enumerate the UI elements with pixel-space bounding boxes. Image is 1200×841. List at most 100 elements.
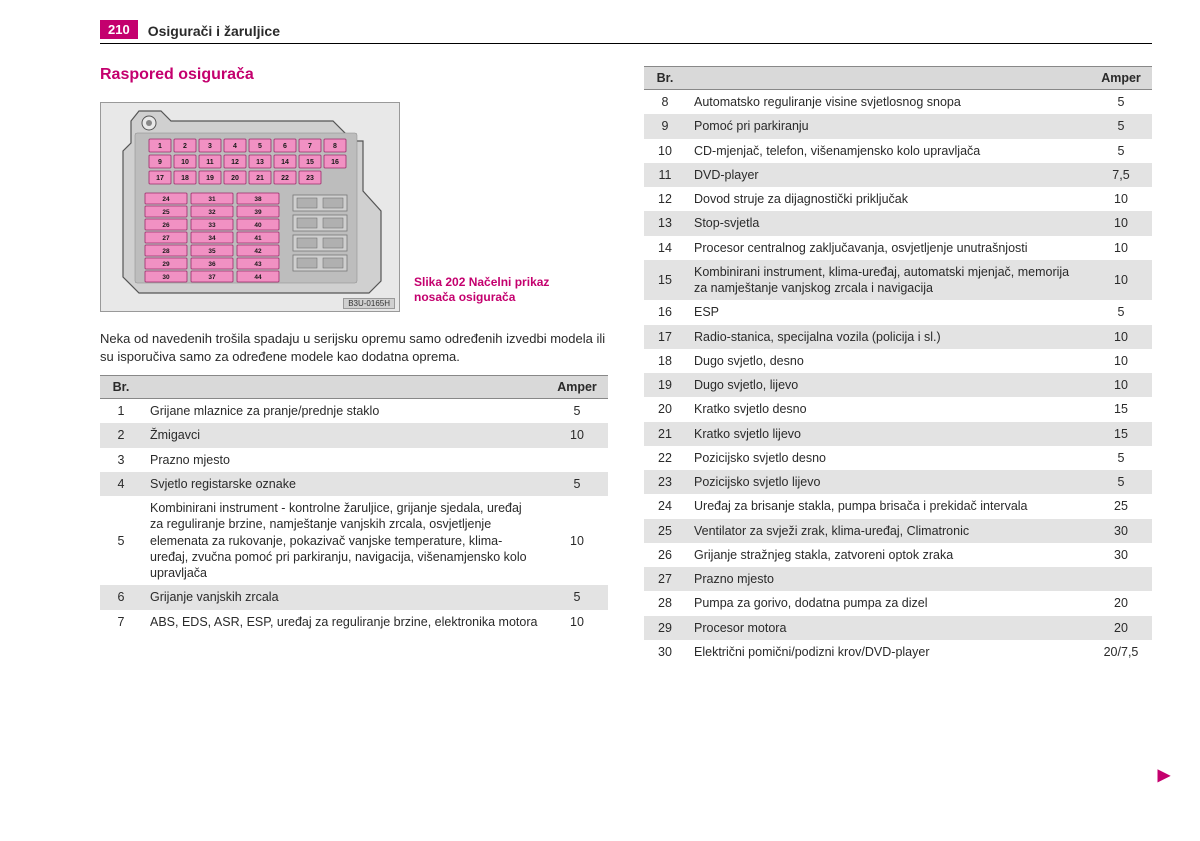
page-header: 210 Osigurači i žaruljice — [100, 20, 1152, 44]
table-row: 17Radio-stanica, specijalna vozila (poli… — [644, 325, 1152, 349]
svg-text:41: 41 — [254, 235, 262, 242]
cell-amp: 10 — [1090, 325, 1152, 349]
cell-amp: 10 — [1090, 349, 1152, 373]
cell-br: 10 — [644, 139, 686, 163]
cell-desc: Električni pomični/podizni krov/DVD-play… — [686, 640, 1090, 664]
cell-amp: 20 — [1090, 591, 1152, 615]
svg-text:32: 32 — [208, 209, 216, 216]
svg-text:38: 38 — [254, 196, 262, 203]
cell-desc: Grijane mlaznice za pranje/prednje stakl… — [142, 399, 546, 424]
table-row: 26Grijanje stražnjeg stakla, zatvoreni o… — [644, 543, 1152, 567]
table-row: 30Električni pomični/podizni krov/DVD-pl… — [644, 640, 1152, 664]
svg-text:4: 4 — [233, 143, 237, 150]
svg-text:33: 33 — [208, 222, 216, 229]
svg-text:39: 39 — [254, 209, 262, 216]
table-row: 19Dugo svjetlo, lijevo10 — [644, 373, 1152, 397]
fuse-table-left: Br. Amper 1Grijane mlaznice za pranje/pr… — [100, 375, 608, 634]
cell-amp: 15 — [1090, 422, 1152, 446]
svg-text:28: 28 — [162, 248, 170, 255]
cell-desc: ESP — [686, 300, 1090, 324]
svg-text:3: 3 — [208, 143, 212, 150]
cell-br: 7 — [100, 610, 142, 634]
cell-amp: 10 — [546, 496, 608, 585]
cell-desc: Procesor motora — [686, 616, 1090, 640]
cell-amp: 10 — [1090, 187, 1152, 211]
table-row: 27Prazno mjesto — [644, 567, 1152, 591]
table-row: 1Grijane mlaznice za pranje/prednje stak… — [100, 399, 608, 424]
cell-desc: Kombinirani instrument - kontrolne žarul… — [142, 496, 546, 585]
svg-text:27: 27 — [162, 235, 170, 242]
header-desc — [142, 376, 546, 399]
svg-text:43: 43 — [254, 261, 262, 268]
svg-text:31: 31 — [208, 196, 216, 203]
table-row: 24Uređaj za brisanje stakla, pumpa brisa… — [644, 494, 1152, 518]
cell-amp: 15 — [1090, 397, 1152, 421]
caption-line: Slika 202 Načelni prikaz — [414, 275, 549, 289]
svg-text:8: 8 — [333, 143, 337, 150]
cell-desc: Pozicijsko svjetlo desno — [686, 446, 1090, 470]
table-row: 3Prazno mjesto — [100, 448, 608, 472]
table-row: 29Procesor motora20 — [644, 616, 1152, 640]
table-row: 11DVD-player7,5 — [644, 163, 1152, 187]
fuse-box-diagram: 1234567891011121314151617181920212223243… — [100, 102, 400, 312]
cell-amp: 10 — [1090, 373, 1152, 397]
cell-br: 22 — [644, 446, 686, 470]
svg-text:44: 44 — [254, 274, 262, 281]
fuse-table-right: Br. Amper 8Automatsko reguliranje visine… — [644, 66, 1152, 664]
cell-desc: Pozicijsko svjetlo lijevo — [686, 470, 1090, 494]
svg-text:15: 15 — [306, 159, 314, 166]
cell-desc: DVD-player — [686, 163, 1090, 187]
table-row: 2Žmigavci10 — [100, 423, 608, 447]
svg-text:18: 18 — [181, 175, 189, 182]
cell-amp: 30 — [1090, 519, 1152, 543]
cell-amp: 5 — [1090, 139, 1152, 163]
cell-amp: 5 — [546, 399, 608, 424]
two-column-layout: Raspored osigurača 123456789101112131415… — [50, 66, 1152, 664]
right-column: Br. Amper 8Automatsko reguliranje visine… — [644, 66, 1152, 664]
table-row: 10CD-mjenjač, telefon, višenamjensko kol… — [644, 139, 1152, 163]
header-br: Br. — [644, 67, 686, 90]
svg-text:42: 42 — [254, 248, 262, 255]
svg-text:22: 22 — [281, 175, 289, 182]
cell-br: 3 — [100, 448, 142, 472]
cell-br: 5 — [100, 496, 142, 585]
cell-amp: 10 — [546, 610, 608, 634]
cell-br: 11 — [644, 163, 686, 187]
figure-code: B3U-0165H — [343, 298, 395, 309]
svg-text:2: 2 — [183, 143, 187, 150]
svg-text:35: 35 — [208, 248, 216, 255]
svg-text:14: 14 — [281, 159, 289, 166]
cell-br: 19 — [644, 373, 686, 397]
cell-br: 6 — [100, 585, 142, 609]
cell-desc: Žmigavci — [142, 423, 546, 447]
cell-amp: 5 — [1090, 90, 1152, 115]
cell-br: 24 — [644, 494, 686, 518]
svg-text:10: 10 — [181, 159, 189, 166]
table-row: 8Automatsko reguliranje visine svjetlosn… — [644, 90, 1152, 115]
cell-br: 12 — [644, 187, 686, 211]
cell-amp — [546, 448, 608, 472]
svg-text:16: 16 — [331, 159, 339, 166]
cell-desc: Automatsko reguliranje visine svjetlosno… — [686, 90, 1090, 115]
cell-desc: Dugo svjetlo, desno — [686, 349, 1090, 373]
cell-desc: Stop-svjetla — [686, 211, 1090, 235]
cell-desc: Pomoć pri parkiranju — [686, 114, 1090, 138]
svg-text:11: 11 — [206, 159, 214, 166]
table-row: 28Pumpa za gorivo, dodatna pumpa za dize… — [644, 591, 1152, 615]
svg-text:24: 24 — [162, 196, 170, 203]
cell-desc: ABS, EDS, ASR, ESP, uređaj za reguliranj… — [142, 610, 546, 634]
cell-br: 20 — [644, 397, 686, 421]
header-amp: Amper — [1090, 67, 1152, 90]
cell-br: 1 — [100, 399, 142, 424]
table-row: 16ESP5 — [644, 300, 1152, 324]
svg-text:26: 26 — [162, 222, 170, 229]
cell-desc: Kombinirani instrument, klima-uređaj, au… — [686, 260, 1090, 301]
cell-amp: 7,5 — [1090, 163, 1152, 187]
table-row: 7ABS, EDS, ASR, ESP, uređaj za reguliran… — [100, 610, 608, 634]
cell-desc: Kratko svjetlo lijevo — [686, 422, 1090, 446]
cell-amp: 10 — [1090, 260, 1152, 301]
cell-amp: 5 — [546, 472, 608, 496]
cell-br: 29 — [644, 616, 686, 640]
cell-amp: 20/7,5 — [1090, 640, 1152, 664]
cell-desc: Uređaj za brisanje stakla, pumpa brisača… — [686, 494, 1090, 518]
